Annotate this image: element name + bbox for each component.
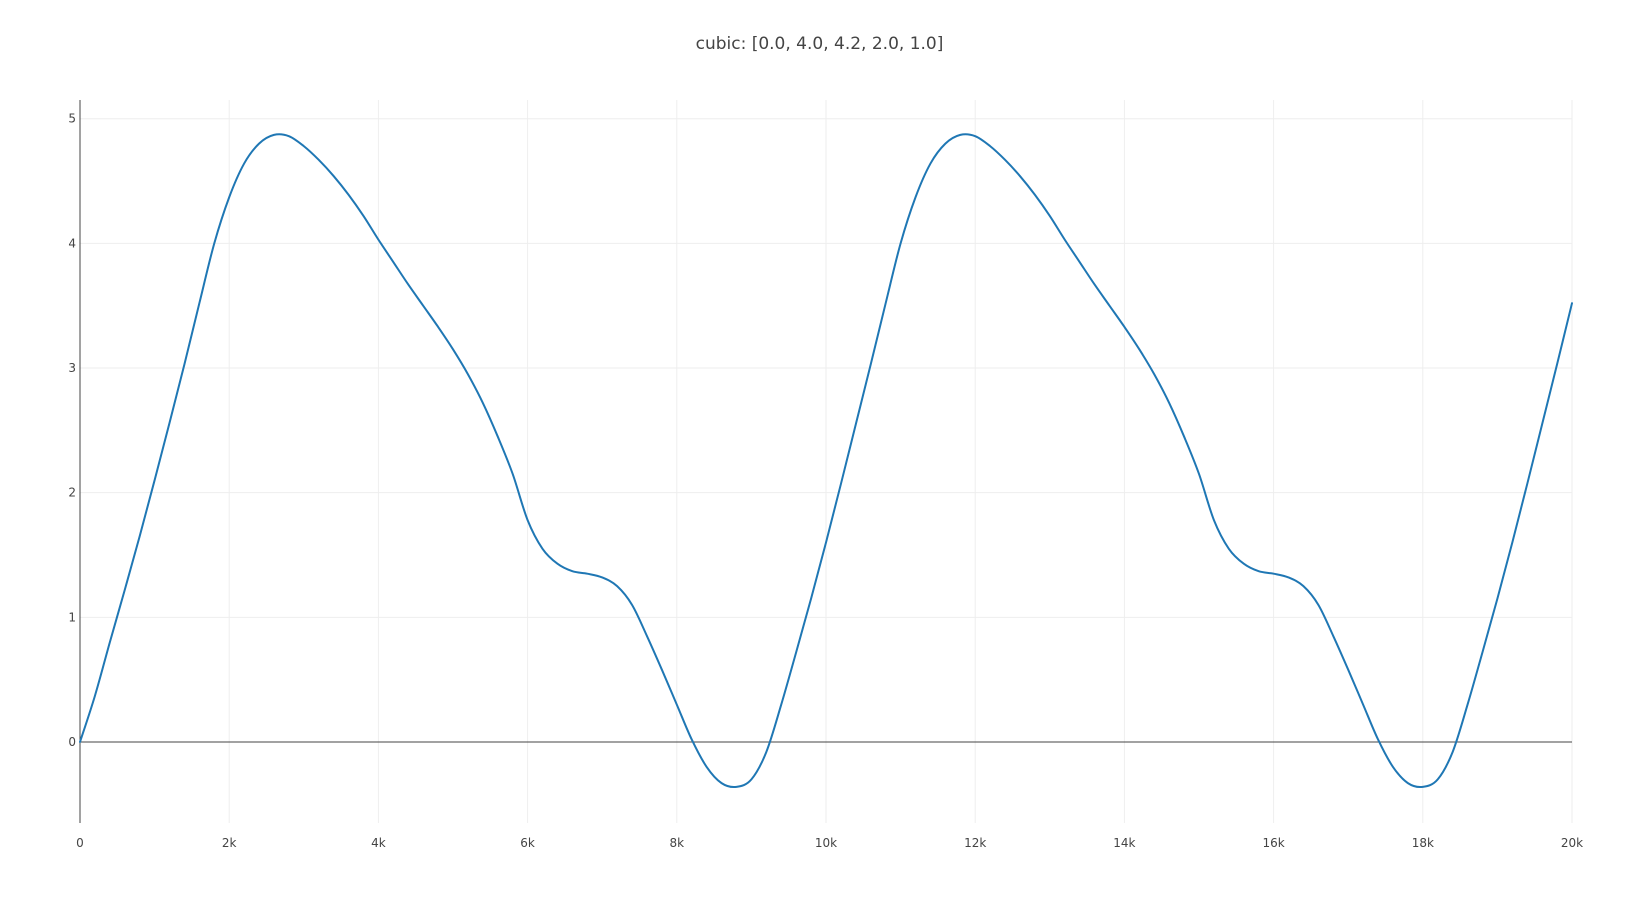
x-tick-label: 18k	[1412, 836, 1434, 850]
y-tick-label: 5	[68, 112, 76, 126]
tick-labels: 0 2k 4k 6k 8k 10k 12k 14k 16k 18k 20k 0 1 2 3 4 5	[68, 112, 1583, 850]
x-tick-label: 2k	[222, 836, 237, 850]
x-tick-label: 20k	[1561, 836, 1583, 850]
x-tick-label: 8k	[670, 836, 685, 850]
x-tick-label: 12k	[964, 836, 986, 850]
y-tick-label: 4	[68, 236, 76, 250]
axes	[79, 100, 1572, 823]
x-tick-label: 4k	[371, 836, 386, 850]
series-line-0	[79, 133, 1573, 789]
y-tick-label: 0	[68, 735, 76, 749]
y-tick-label: 1	[68, 610, 76, 624]
y-tick-label: 2	[68, 486, 76, 500]
x-tick-label: 6k	[520, 836, 535, 850]
x-tick-label: 10k	[815, 836, 837, 850]
gridlines	[80, 100, 1573, 823]
series-layer	[79, 133, 1573, 789]
x-tick-label: 16k	[1262, 836, 1284, 850]
x-tick-label: 14k	[1113, 836, 1135, 850]
chart-title: cubic: [0.0, 4.0, 4.2, 2.0, 1.0]	[696, 34, 944, 54]
y-tick-label: 3	[68, 361, 76, 375]
x-tick-label: 0	[76, 836, 84, 850]
